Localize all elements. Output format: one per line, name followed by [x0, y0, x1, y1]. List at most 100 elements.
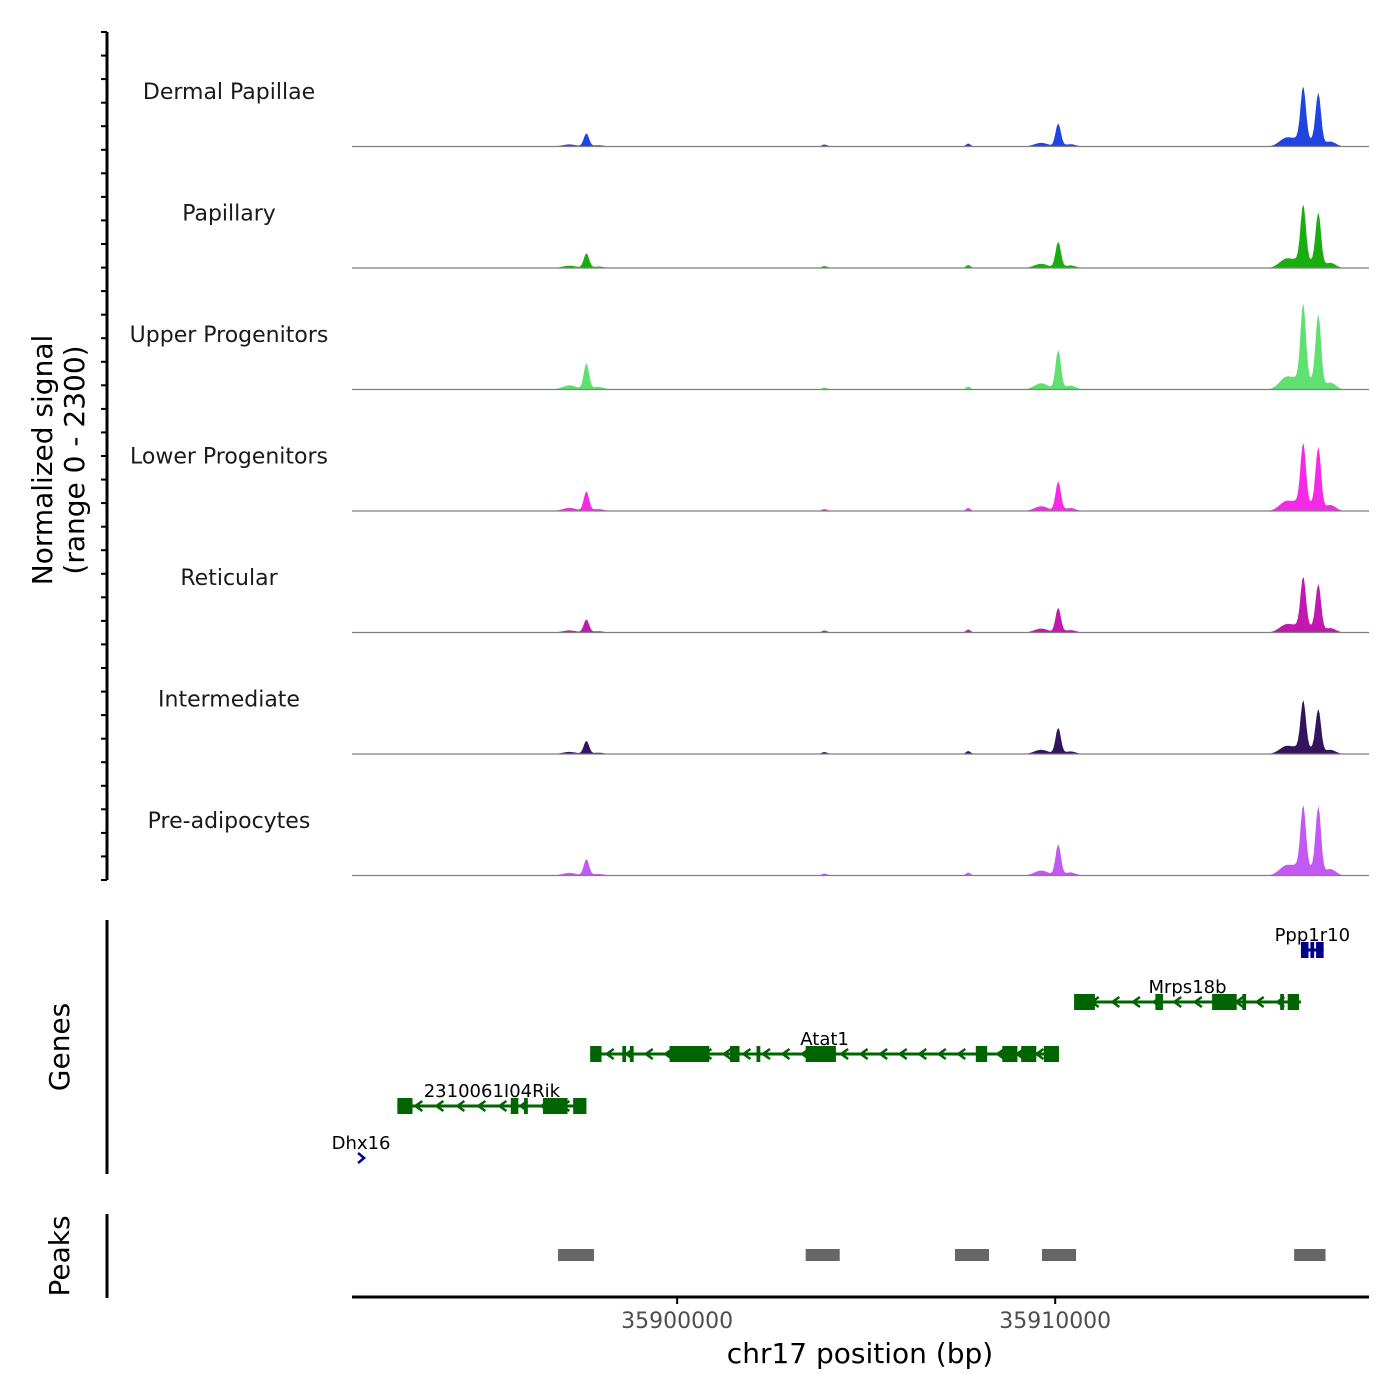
coverage-track-label: Papillary [182, 202, 276, 227]
coverage-track-label: Lower Progenitors [130, 445, 328, 470]
gene-exon [590, 1046, 602, 1062]
gene-label: 2310061I04Rik [424, 1081, 561, 1102]
peak-region [805, 1249, 840, 1261]
coverage-y-axis [101, 31, 109, 881]
gene-exon [1316, 942, 1324, 958]
gene-exon [1287, 994, 1300, 1010]
strand-arrow [897, 1047, 908, 1061]
gene-exon [1021, 1046, 1037, 1062]
gene-label: Ppp1r10 [1275, 925, 1350, 946]
gene-exon [1212, 994, 1237, 1010]
coverage-area [352, 443, 1369, 511]
gene-exon [1074, 994, 1095, 1010]
strand-arrow [741, 1047, 752, 1061]
gene-exon [730, 1046, 740, 1062]
strand-arrow [413, 1099, 424, 1113]
gene-model: 2310061I04Rik [397, 1081, 587, 1114]
coverage-track-label: Reticular [180, 566, 278, 591]
strand-arrow [1254, 995, 1265, 1009]
gene-exon [524, 1098, 528, 1114]
coverage-track: Pre-adipocytes [148, 805, 1369, 877]
coverage-panel: Dermal Papillae Papillary Upper Progenitor… [130, 80, 1369, 877]
strand-arrow [1034, 1047, 1045, 1061]
strand-arrow [956, 1047, 967, 1061]
strand-arrow [721, 1047, 732, 1061]
strand-arrow [1192, 995, 1203, 1009]
gene-exon [1310, 942, 1315, 958]
strand-arrow [995, 1047, 1006, 1061]
gene-exon [1242, 994, 1247, 1010]
strand-arrow [434, 1099, 445, 1113]
x-axis-title: chr17 position (bp) [727, 1337, 993, 1370]
strand-arrow [1130, 995, 1141, 1009]
gene-exon [756, 1046, 761, 1062]
strand-arrow [497, 1099, 508, 1113]
x-tick-label: 35910000 [999, 1309, 1111, 1334]
coverage-track-label: Pre-adipocytes [148, 809, 311, 834]
gene-exon [1300, 942, 1309, 958]
strand-arrow [604, 1047, 615, 1061]
x-tick-label: 35900000 [621, 1309, 733, 1334]
strand-arrow [357, 1152, 367, 1164]
gene-exon [1002, 1046, 1018, 1062]
coverage-track-label: Intermediate [158, 688, 300, 713]
coverage-track: Reticular [180, 566, 1369, 634]
gene-exon [669, 1046, 710, 1062]
peak-region [1294, 1249, 1326, 1261]
peak-region [1041, 1249, 1076, 1261]
x-axis: 35900000 35910000 [352, 1295, 1369, 1334]
coverage-area [352, 700, 1369, 754]
strand-arrow [643, 1047, 654, 1061]
gene-exon [805, 1046, 836, 1062]
coverage-area [352, 86, 1369, 147]
strand-arrow [455, 1099, 466, 1113]
strand-arrow [858, 1047, 869, 1061]
gene-model: Mrps18b [1074, 977, 1301, 1010]
gene-exon [1155, 994, 1163, 1010]
coverage-track: Dermal Papillae [143, 80, 1369, 148]
gene-model: Atat1 [590, 1029, 1059, 1062]
gene-exon [542, 1098, 568, 1114]
gene-exon [397, 1098, 413, 1114]
coverage-track: Papillary [182, 202, 1369, 269]
coverage-area [352, 576, 1369, 633]
peak-region [955, 1249, 990, 1261]
strand-arrow [1110, 995, 1121, 1009]
gene-model: Dhx16 [332, 1133, 391, 1164]
gene-exon [573, 1098, 587, 1114]
gene-exon [1280, 994, 1284, 1010]
strand-arrow [936, 1047, 947, 1061]
coverage-ylabel-line2: (range 0 - 2300) [58, 345, 91, 574]
coverage-track-label: Dermal Papillae [143, 80, 315, 105]
gene-label: Mrps18b [1148, 977, 1226, 998]
strand-arrow [917, 1047, 927, 1061]
gene-exon [629, 1046, 634, 1062]
coverage-track: Upper Progenitors [130, 303, 1369, 391]
peaks-panel [558, 1249, 1326, 1261]
strand-arrow [878, 1047, 888, 1061]
coverage-track-label: Upper Progenitors [130, 323, 329, 348]
strand-arrow [476, 1099, 487, 1113]
genes-ylabel: Genes [43, 1003, 76, 1091]
coverage-area [352, 204, 1369, 268]
strand-arrow [838, 1047, 849, 1061]
gene-label: Dhx16 [332, 1133, 391, 1154]
gene-label: Atat1 [800, 1029, 849, 1050]
strand-arrow [760, 1047, 771, 1061]
strand-arrow [780, 1047, 791, 1061]
genes-panel: Ppp1r10 Mrps18b Atat1 2310061I04Rik Dhx16 [332, 925, 1350, 1164]
coverage-track: Lower Progenitors [130, 443, 1369, 512]
peak-region [558, 1249, 594, 1261]
coverage-area [352, 303, 1369, 390]
strand-arrow [1172, 995, 1182, 1009]
gene-exon [622, 1046, 627, 1062]
gene-exon [510, 1098, 519, 1114]
gene-exon [1043, 1046, 1059, 1062]
coverage-track: Intermediate [158, 688, 1369, 755]
gene-exon [975, 1046, 988, 1062]
coverage-ylabel-line1: Normalized signal [26, 335, 59, 586]
peaks-ylabel: Peaks [43, 1215, 76, 1296]
gene-model: Ppp1r10 [1275, 925, 1350, 958]
coverage-area [352, 805, 1369, 876]
